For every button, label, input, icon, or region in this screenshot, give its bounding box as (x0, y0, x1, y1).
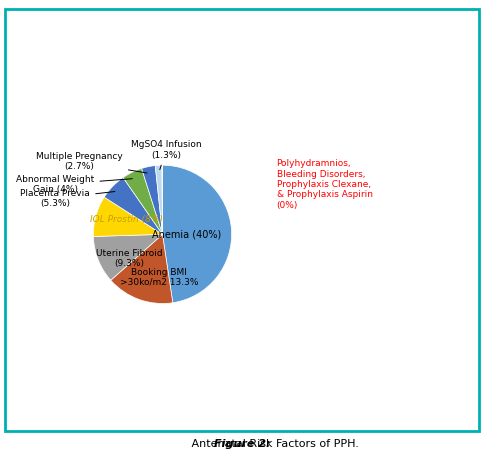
Text: MgSO4 Infusion
(1.3%): MgSO4 Infusion (1.3%) (131, 140, 201, 169)
Text: Figure 2:: Figure 2: (214, 439, 270, 449)
Text: Abnormal Weight
Gain (4%): Abnormal Weight Gain (4%) (16, 175, 132, 194)
Wedge shape (142, 166, 163, 234)
Text: Multiple Pregnancy
(2.7%): Multiple Pregnancy (2.7%) (36, 152, 147, 173)
Text: Anemia (40%): Anemia (40%) (152, 229, 221, 239)
Wedge shape (93, 197, 163, 237)
Wedge shape (93, 234, 163, 280)
Text: Antenatal Risk Factors of PPH.: Antenatal Risk Factors of PPH. (188, 439, 359, 449)
Wedge shape (104, 177, 163, 234)
Text: Polyhydramnios,
Bleeding Disorders,
Prophylaxis Clexane,
& Prophylaxis Aspirin
(: Polyhydramnios, Bleeding Disorders, Prop… (276, 159, 373, 210)
Wedge shape (111, 234, 173, 304)
Wedge shape (162, 165, 163, 234)
Text: Booking BMI
>30ko/m2 13.3%: Booking BMI >30ko/m2 13.3% (120, 268, 198, 287)
Text: Uterine Fibroid
(9.3%): Uterine Fibroid (9.3%) (96, 249, 163, 268)
Text: IOL Prostin (8%): IOL Prostin (8%) (90, 215, 163, 224)
Wedge shape (123, 169, 163, 234)
Wedge shape (163, 165, 232, 303)
Text: Placenta Previa
(5.3%): Placenta Previa (5.3%) (20, 189, 115, 208)
Wedge shape (155, 165, 163, 234)
